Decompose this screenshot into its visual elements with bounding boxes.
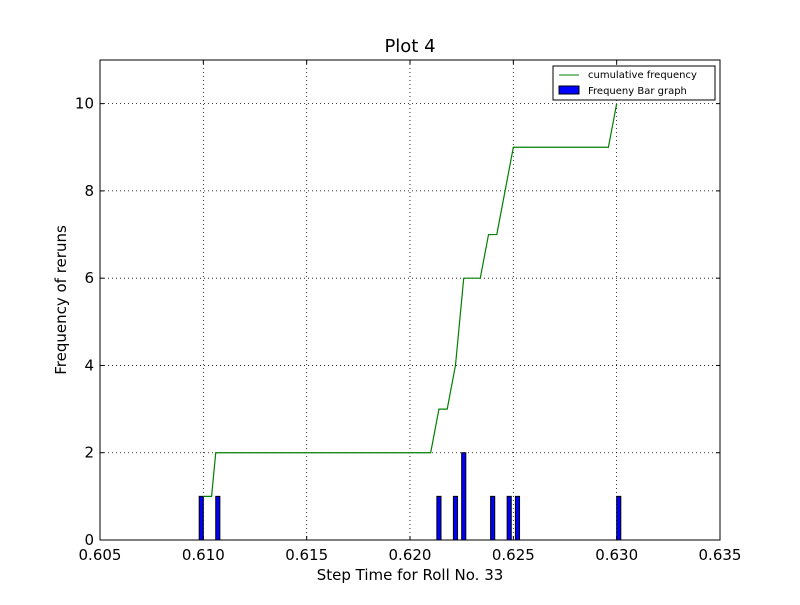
x-tick-label: 0.620 xyxy=(389,546,432,564)
ticks-layer: 0.605 0.610 0.615 0.620 0.625 0.630 0.635 0 2 4 6 8… xyxy=(75,60,742,564)
legend: cumulative frequency Frequeny Bar graph xyxy=(552,65,716,101)
bar xyxy=(452,495,459,541)
bar xyxy=(436,495,442,541)
x-tick-label: 0.635 xyxy=(699,546,742,564)
bar xyxy=(215,495,221,541)
x-tick-label: 0.610 xyxy=(182,546,225,564)
bar xyxy=(461,452,467,541)
y-tick-label: 4 xyxy=(84,356,94,374)
x-tick-label: 0.615 xyxy=(285,546,328,564)
bar xyxy=(616,495,622,541)
x-tick-label: 0.625 xyxy=(492,546,535,564)
bar xyxy=(490,495,496,541)
legend-line-label: cumulative frequency xyxy=(588,70,697,81)
x-tick-label: 0.630 xyxy=(595,546,638,564)
bar xyxy=(198,495,204,541)
legend-bar-swatch xyxy=(558,85,580,95)
chart-title: Plot 4 xyxy=(384,36,435,57)
bar xyxy=(514,495,521,541)
line-layer xyxy=(203,103,618,497)
y-tick-label: 8 xyxy=(84,182,94,200)
cumulative-line xyxy=(203,103,618,497)
x-axis-label: Step Time for Roll No. 33 xyxy=(317,566,504,584)
x-tick-label: 0.605 xyxy=(79,546,122,564)
y-tick-label: 6 xyxy=(84,269,94,287)
y-tick-label: 2 xyxy=(84,444,94,462)
bar xyxy=(506,495,512,541)
legend-bar-label: Frequeny Bar graph xyxy=(588,86,687,97)
y-tick-label: 10 xyxy=(75,95,94,113)
legend-box xyxy=(552,65,716,101)
y-tick-label: 0 xyxy=(84,531,94,549)
y-axis-label: Frequency of reruns xyxy=(52,225,70,375)
